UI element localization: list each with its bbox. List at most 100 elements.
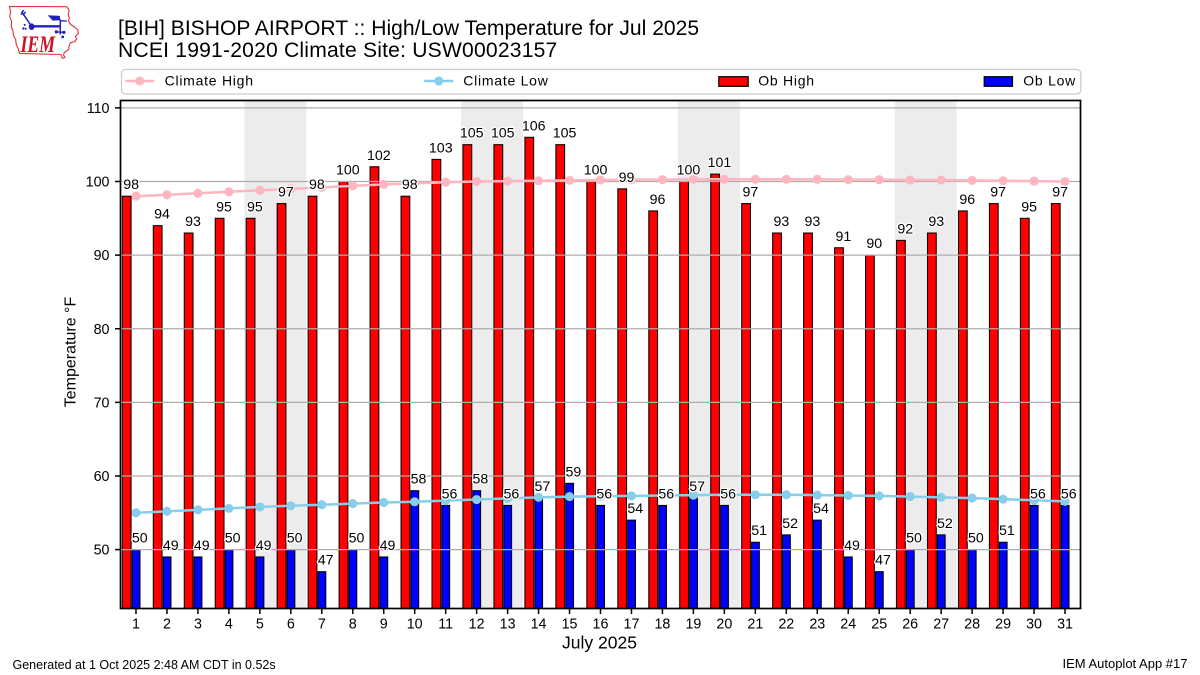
svg-text:99: 99 [619,170,635,186]
svg-text:98: 98 [402,177,418,193]
svg-text:50: 50 [906,531,922,547]
svg-text:8: 8 [349,616,357,632]
svg-text:Temperature °F: Temperature °F [63,297,80,408]
svg-text:31: 31 [1057,616,1073,632]
svg-text:25: 25 [871,616,887,632]
svg-text:21: 21 [747,616,763,632]
svg-text:56: 56 [1030,486,1046,502]
svg-text:15: 15 [562,616,578,632]
svg-text:3: 3 [194,616,202,632]
svg-text:96: 96 [650,192,666,208]
svg-text:91: 91 [835,229,851,245]
svg-text:July 2025: July 2025 [562,632,637,652]
svg-text:98: 98 [309,177,325,193]
svg-text:93: 93 [928,214,944,230]
svg-text:4: 4 [225,616,233,632]
svg-text:50: 50 [968,531,984,547]
svg-text:7: 7 [318,616,326,632]
svg-text:10: 10 [407,616,423,632]
svg-text:60: 60 [94,469,110,485]
svg-text:52: 52 [937,516,953,532]
svg-text:Ob Low: Ob Low [1023,72,1076,88]
svg-text:96: 96 [959,192,975,208]
svg-text:95: 95 [247,199,263,215]
svg-text:98: 98 [123,177,139,193]
svg-text:80: 80 [94,322,110,338]
svg-text:1: 1 [132,616,140,632]
svg-text:12: 12 [469,616,485,632]
svg-text:105: 105 [491,126,515,142]
svg-text:56: 56 [504,486,520,502]
svg-text:100: 100 [584,162,608,178]
svg-text:105: 105 [460,126,484,142]
svg-text:47: 47 [318,553,334,569]
svg-text:50: 50 [225,531,241,547]
svg-text:14: 14 [531,616,547,632]
svg-text:49: 49 [380,538,396,554]
svg-text:54: 54 [813,501,829,517]
svg-text:103: 103 [429,140,453,156]
svg-text:94: 94 [154,207,170,223]
svg-text:Climate High: Climate High [165,72,254,88]
svg-text:97: 97 [278,185,294,201]
svg-text:90: 90 [866,236,882,252]
svg-text:49: 49 [163,538,179,554]
svg-text:27: 27 [933,616,949,632]
svg-text:93: 93 [774,214,790,230]
svg-text:70: 70 [94,395,110,411]
svg-text:110: 110 [87,101,110,117]
svg-text:19: 19 [685,616,701,632]
svg-text:105: 105 [553,126,577,142]
svg-text:57: 57 [534,479,550,495]
svg-text:100: 100 [677,162,701,178]
svg-text:56: 56 [596,486,612,502]
svg-text:NCEI 1991-2020 Climate Site: U: NCEI 1991-2020 Climate Site: USW00023157 [118,39,558,62]
svg-text:92: 92 [897,221,913,237]
svg-text:2: 2 [163,616,171,632]
svg-text:11: 11 [438,616,453,632]
svg-text:49: 49 [194,538,210,554]
svg-text:47: 47 [875,553,891,569]
svg-text:20: 20 [716,616,732,632]
svg-text:IEM Autoplot App #17: IEM Autoplot App #17 [1062,656,1187,671]
svg-text:97: 97 [1052,185,1068,201]
svg-text:49: 49 [844,538,860,554]
svg-text:51: 51 [751,523,767,539]
svg-text:13: 13 [500,616,516,632]
svg-text:Climate Low: Climate Low [463,72,548,88]
svg-text:51: 51 [999,523,1015,539]
svg-text:49: 49 [256,538,272,554]
svg-text:90: 90 [94,248,110,264]
svg-text:97: 97 [990,185,1006,201]
svg-text:58: 58 [473,472,489,488]
svg-text:50: 50 [132,531,148,547]
svg-text:95: 95 [1021,199,1037,215]
svg-text:56: 56 [658,486,674,502]
svg-text:50: 50 [94,543,110,559]
svg-text:9: 9 [380,616,388,632]
svg-text:23: 23 [809,616,825,632]
svg-text:18: 18 [654,616,670,632]
svg-text:Generated at 1 Oct 2025 2:48 A: Generated at 1 Oct 2025 2:48 AM CDT in 0… [13,658,276,672]
svg-text:16: 16 [593,616,609,632]
svg-text:56: 56 [720,486,736,502]
svg-text:28: 28 [964,616,980,632]
svg-text:26: 26 [902,616,918,632]
svg-text:106: 106 [522,118,546,134]
svg-text:52: 52 [782,516,798,532]
svg-text:100: 100 [336,162,360,178]
svg-text:50: 50 [287,531,303,547]
svg-text:59: 59 [565,464,581,480]
svg-text:56: 56 [1061,486,1077,502]
svg-text:95: 95 [216,199,232,215]
svg-text:100: 100 [86,175,110,191]
svg-text:101: 101 [708,155,732,171]
svg-text:30: 30 [1026,616,1042,632]
svg-text:58: 58 [411,472,427,488]
svg-text:5: 5 [256,616,264,632]
svg-text:50: 50 [349,531,365,547]
svg-text:93: 93 [804,214,820,230]
svg-text:Ob High: Ob High [758,72,815,88]
svg-text:[BIH] BISHOP AIRPORT :: High/L: [BIH] BISHOP AIRPORT :: High/Low Tempera… [118,17,699,40]
svg-text:29: 29 [995,616,1011,632]
